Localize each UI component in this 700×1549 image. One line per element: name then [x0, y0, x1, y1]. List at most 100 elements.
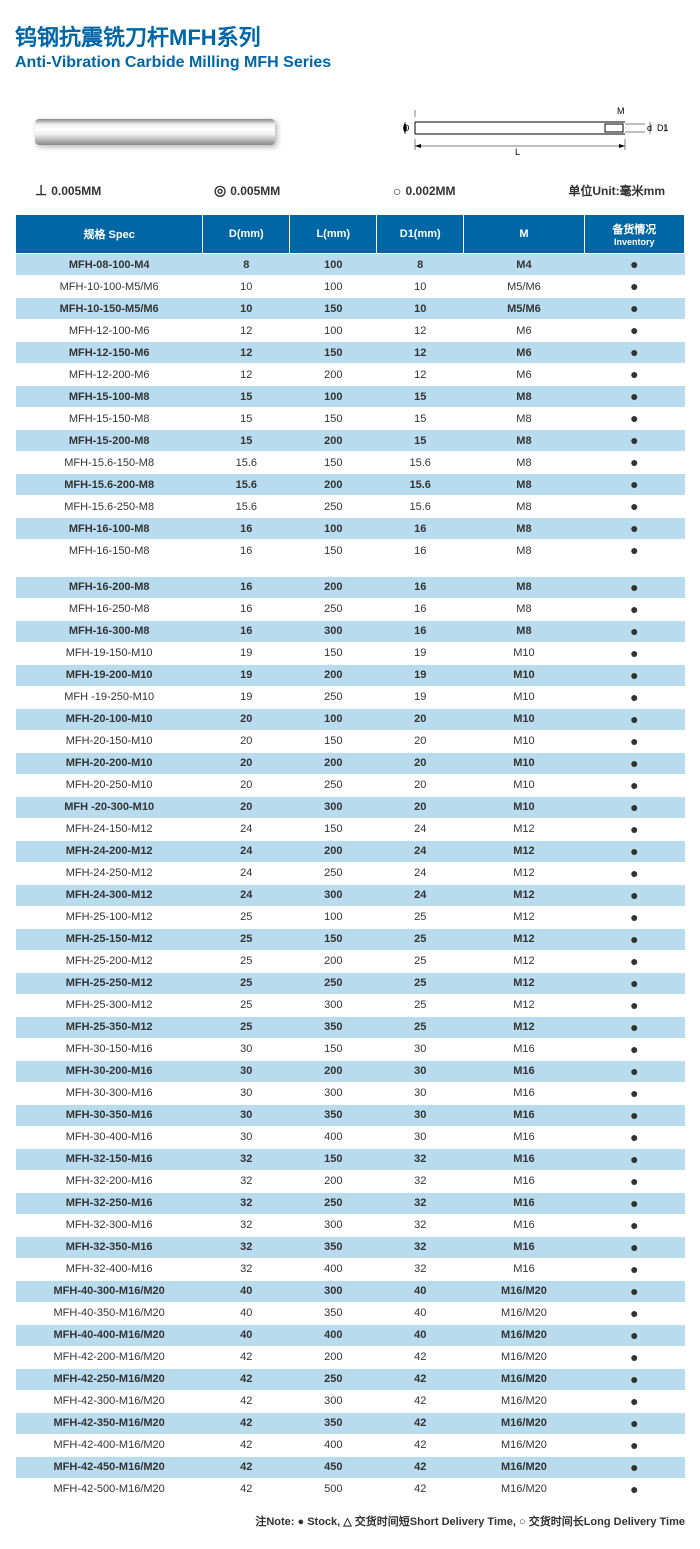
table-row: MFH-16-300-M81630016M8● — [16, 620, 685, 642]
table-row: MFH-15-150-M81515015M8● — [16, 408, 685, 430]
cell-inventory: ● — [584, 1302, 684, 1324]
cell-d: 20 — [203, 774, 290, 796]
cell-inventory: ● — [584, 598, 684, 620]
cell-spec: MFH-42-300-M16/M20 — [16, 1390, 203, 1412]
cell-d1: 25 — [377, 906, 464, 928]
cell-d: 30 — [203, 1126, 290, 1148]
stock-dot-icon: ● — [630, 909, 638, 925]
cell-m: M8 — [464, 452, 584, 474]
stock-dot-icon: ● — [630, 953, 638, 969]
cell-l: 200 — [290, 364, 377, 386]
cell-d1: 15 — [377, 386, 464, 408]
cell-d: 12 — [203, 342, 290, 364]
table-row: MFH-42-300-M16/M204230042M16/M20● — [16, 1390, 685, 1412]
table-row: MFH-25-250-M122525025M12● — [16, 972, 685, 994]
cell-inventory: ● — [584, 364, 684, 386]
cell-d: 20 — [203, 708, 290, 730]
cell-d: 8 — [203, 254, 290, 276]
cell-l: 500 — [290, 1478, 377, 1500]
cell-d: 15.6 — [203, 474, 290, 496]
cell-spec: MFH-16-250-M8 — [16, 598, 203, 620]
cell-l: 300 — [290, 994, 377, 1016]
cell-l: 350 — [290, 1236, 377, 1258]
cell-spec: MFH-32-350-M16 — [16, 1236, 203, 1258]
cell-inventory: ● — [584, 1192, 684, 1214]
unit-label: 单位Unit:毫米mm — [568, 182, 665, 199]
cell-d: 10 — [203, 276, 290, 298]
spec-table: 规格 Spec D(mm) L(mm) D1(mm) M 备货情况Invento… — [15, 214, 685, 1501]
stock-dot-icon: ● — [630, 256, 638, 272]
cell-spec: MFH-20-150-M10 — [16, 730, 203, 752]
cell-m: M12 — [464, 972, 584, 994]
cell-d1: 30 — [377, 1082, 464, 1104]
cell-inventory: ● — [584, 1324, 684, 1346]
technical-drawing: D L M d D1 — [395, 102, 675, 162]
cell-d: 16 — [203, 518, 290, 540]
cell-d1: 24 — [377, 862, 464, 884]
cell-l: 250 — [290, 598, 377, 620]
cell-spec: MFH-25-200-M12 — [16, 950, 203, 972]
table-row: MFH-30-150-M163015030M16● — [16, 1038, 685, 1060]
cell-l: 150 — [290, 342, 377, 364]
cell-inventory: ● — [584, 298, 684, 320]
table-row: MFH-25-150-M122515025M12● — [16, 928, 685, 950]
cell-d: 32 — [203, 1192, 290, 1214]
table-row: MFH-42-350-M16/M204235042M16/M20● — [16, 1412, 685, 1434]
cell-d1: 32 — [377, 1214, 464, 1236]
stock-dot-icon: ● — [630, 931, 638, 947]
cell-spec: MFH-24-200-M12 — [16, 840, 203, 862]
cell-m: M8 — [464, 518, 584, 540]
table-row: MFH-16-150-M81615016M8● — [16, 540, 685, 562]
cell-l: 350 — [290, 1016, 377, 1038]
table-row: MFH-15.6-250-M815.625015.6M8● — [16, 496, 685, 518]
stock-dot-icon: ● — [630, 1195, 638, 1211]
cell-l: 200 — [290, 577, 377, 599]
cell-d1: 42 — [377, 1346, 464, 1368]
cell-inventory: ● — [584, 752, 684, 774]
cell-m: M16/M20 — [464, 1302, 584, 1324]
cell-l: 200 — [290, 950, 377, 972]
cell-inventory: ● — [584, 1478, 684, 1500]
cell-d1: 10 — [377, 298, 464, 320]
cell-d1: 40 — [377, 1302, 464, 1324]
cell-inventory: ● — [584, 1280, 684, 1302]
cell-spec: MFH-32-400-M16 — [16, 1258, 203, 1280]
stock-dot-icon: ● — [630, 410, 638, 426]
cell-spec: MFH-40-400-M16/M20 — [16, 1324, 203, 1346]
table-row: MFH-12-200-M61220012M6● — [16, 364, 685, 386]
table-row: MFH -20-300-M102030020M10● — [16, 796, 685, 818]
cell-m: M6 — [464, 342, 584, 364]
cell-l: 200 — [290, 840, 377, 862]
table-row: MFH-42-200-M16/M204220042M16/M20● — [16, 1346, 685, 1368]
cell-spec: MFH-24-250-M12 — [16, 862, 203, 884]
cell-l: 200 — [290, 752, 377, 774]
table-row: MFH-25-100-M122510025M12● — [16, 906, 685, 928]
cell-m: M16 — [464, 1258, 584, 1280]
cell-d1: 32 — [377, 1236, 464, 1258]
cell-d: 15.6 — [203, 452, 290, 474]
cell-m: M12 — [464, 906, 584, 928]
stock-dot-icon: ● — [630, 1151, 638, 1167]
stock-dot-icon: ● — [630, 388, 638, 404]
cell-m: M16/M20 — [464, 1478, 584, 1500]
cell-inventory: ● — [584, 320, 684, 342]
cell-d1: 20 — [377, 796, 464, 818]
stock-dot-icon: ● — [630, 777, 638, 793]
label-L: L — [515, 147, 520, 157]
cell-inventory: ● — [584, 1368, 684, 1390]
cell-d1: 42 — [377, 1456, 464, 1478]
cell-d1: 19 — [377, 664, 464, 686]
stock-dot-icon: ● — [630, 1481, 638, 1497]
cell-d: 15 — [203, 430, 290, 452]
cell-l: 450 — [290, 1456, 377, 1478]
cell-spec: MFH-16-300-M8 — [16, 620, 203, 642]
cell-inventory: ● — [584, 1060, 684, 1082]
cell-d: 30 — [203, 1104, 290, 1126]
cell-inventory: ● — [584, 708, 684, 730]
cell-inventory: ● — [584, 452, 684, 474]
table-row: MFH-16-250-M81625016M8● — [16, 598, 685, 620]
cell-l: 100 — [290, 708, 377, 730]
cell-l: 400 — [290, 1126, 377, 1148]
label-d: d — [647, 123, 652, 133]
cell-d: 24 — [203, 884, 290, 906]
